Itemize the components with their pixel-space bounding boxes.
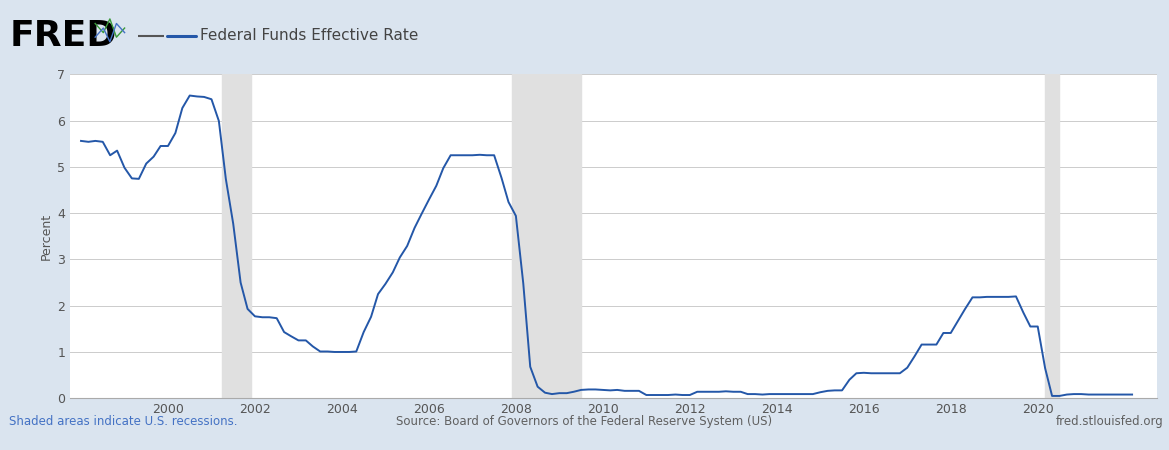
Text: FRED: FRED (9, 19, 117, 53)
Text: Shaded areas indicate U.S. recessions.: Shaded areas indicate U.S. recessions. (9, 415, 237, 428)
Bar (1045, 74, 1059, 398)
Bar (512, 74, 581, 398)
Text: fred.stlouisfed.org: fred.stlouisfed.org (1056, 415, 1163, 428)
Text: Source: Board of Governors of the Federal Reserve System (US): Source: Board of Governors of the Federa… (396, 415, 773, 428)
Y-axis label: Percent: Percent (40, 213, 53, 260)
Bar (222, 74, 251, 398)
Text: Federal Funds Effective Rate: Federal Funds Effective Rate (200, 28, 419, 43)
